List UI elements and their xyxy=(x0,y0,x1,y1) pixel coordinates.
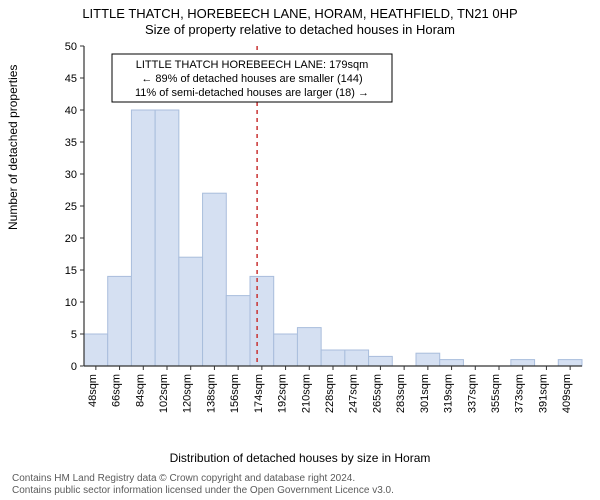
x-tick-label: 120sqm xyxy=(182,374,194,413)
x-tick-label: 102sqm xyxy=(158,374,170,413)
svg-text:25: 25 xyxy=(65,201,77,213)
x-tick-label: 409sqm xyxy=(561,374,573,413)
svg-text:45: 45 xyxy=(65,73,77,85)
x-tick-label: 174sqm xyxy=(253,374,265,413)
svg-text:15: 15 xyxy=(65,265,77,277)
x-tick-label: 210sqm xyxy=(300,374,312,413)
svg-text:35: 35 xyxy=(65,137,77,149)
x-tick-label: 228sqm xyxy=(324,374,336,413)
bar xyxy=(108,276,132,366)
info-line3: 11% of semi-detached houses are larger (… xyxy=(135,87,369,99)
svg-text:20: 20 xyxy=(65,233,77,245)
bar xyxy=(226,296,250,366)
svg-text:30: 30 xyxy=(65,169,77,181)
svg-text:5: 5 xyxy=(71,329,77,341)
bar xyxy=(321,350,345,366)
svg-text:10: 10 xyxy=(65,297,77,309)
x-tick-label: 301sqm xyxy=(419,374,431,413)
chart-container: LITTLE THATCH, HOREBEECH LANE, HORAM, HE… xyxy=(0,0,600,500)
footer: Contains HM Land Registry data © Crown c… xyxy=(12,473,394,496)
title-main: LITTLE THATCH, HOREBEECH LANE, HORAM, HE… xyxy=(0,0,600,22)
x-tick-label: 283sqm xyxy=(395,374,407,413)
bar xyxy=(179,257,203,366)
info-line1: LITTLE THATCH HOREBEECH LANE: 179sqm xyxy=(136,59,369,71)
x-tick-label: 192sqm xyxy=(277,374,289,413)
bar xyxy=(274,334,298,366)
bar xyxy=(511,360,535,366)
bar xyxy=(345,350,369,366)
bar xyxy=(297,328,321,366)
info-line2: ← 89% of detached houses are smaller (14… xyxy=(141,73,362,85)
bar xyxy=(155,110,179,366)
x-tick-label: 84sqm xyxy=(134,374,146,407)
x-tick-label: 138sqm xyxy=(205,374,217,413)
footer-line1: Contains HM Land Registry data © Crown c… xyxy=(12,473,394,485)
x-tick-label: 156sqm xyxy=(229,374,241,413)
x-tick-label: 319sqm xyxy=(443,374,455,413)
x-tick-label: 355sqm xyxy=(490,374,502,413)
x-tick-label: 66sqm xyxy=(111,374,123,407)
footer-line2: Contains public sector information licen… xyxy=(12,485,394,497)
x-tick-label: 247sqm xyxy=(348,374,360,413)
plot-svg: 0 5 10 15 20 25 30 35 40 45 50 48sqm 66sqm 84sqm 102sq… xyxy=(56,40,586,450)
bar xyxy=(558,360,582,366)
x-axis-label: Distribution of detached houses by size … xyxy=(0,451,600,465)
x-tick-label: 391sqm xyxy=(537,374,549,413)
bar xyxy=(416,353,440,366)
y-axis-label: Number of detached properties xyxy=(6,65,20,230)
x-tick-label: 337sqm xyxy=(466,374,478,413)
svg-text:40: 40 xyxy=(65,105,77,117)
svg-text:0: 0 xyxy=(71,361,77,373)
title-sub: Size of property relative to detached ho… xyxy=(0,22,600,38)
bar xyxy=(369,356,393,366)
svg-text:50: 50 xyxy=(65,41,77,53)
x-tick-label: 48sqm xyxy=(87,374,99,407)
bar xyxy=(203,193,227,366)
x-tick-label: 373sqm xyxy=(514,374,526,413)
plot-area: 0 5 10 15 20 25 30 35 40 45 50 48sqm 66sqm 84sqm 102sq… xyxy=(56,40,586,410)
bar xyxy=(84,334,108,366)
x-tick-label: 265sqm xyxy=(371,374,383,413)
bar xyxy=(131,110,155,366)
bar xyxy=(440,360,464,366)
bar xyxy=(250,276,274,366)
